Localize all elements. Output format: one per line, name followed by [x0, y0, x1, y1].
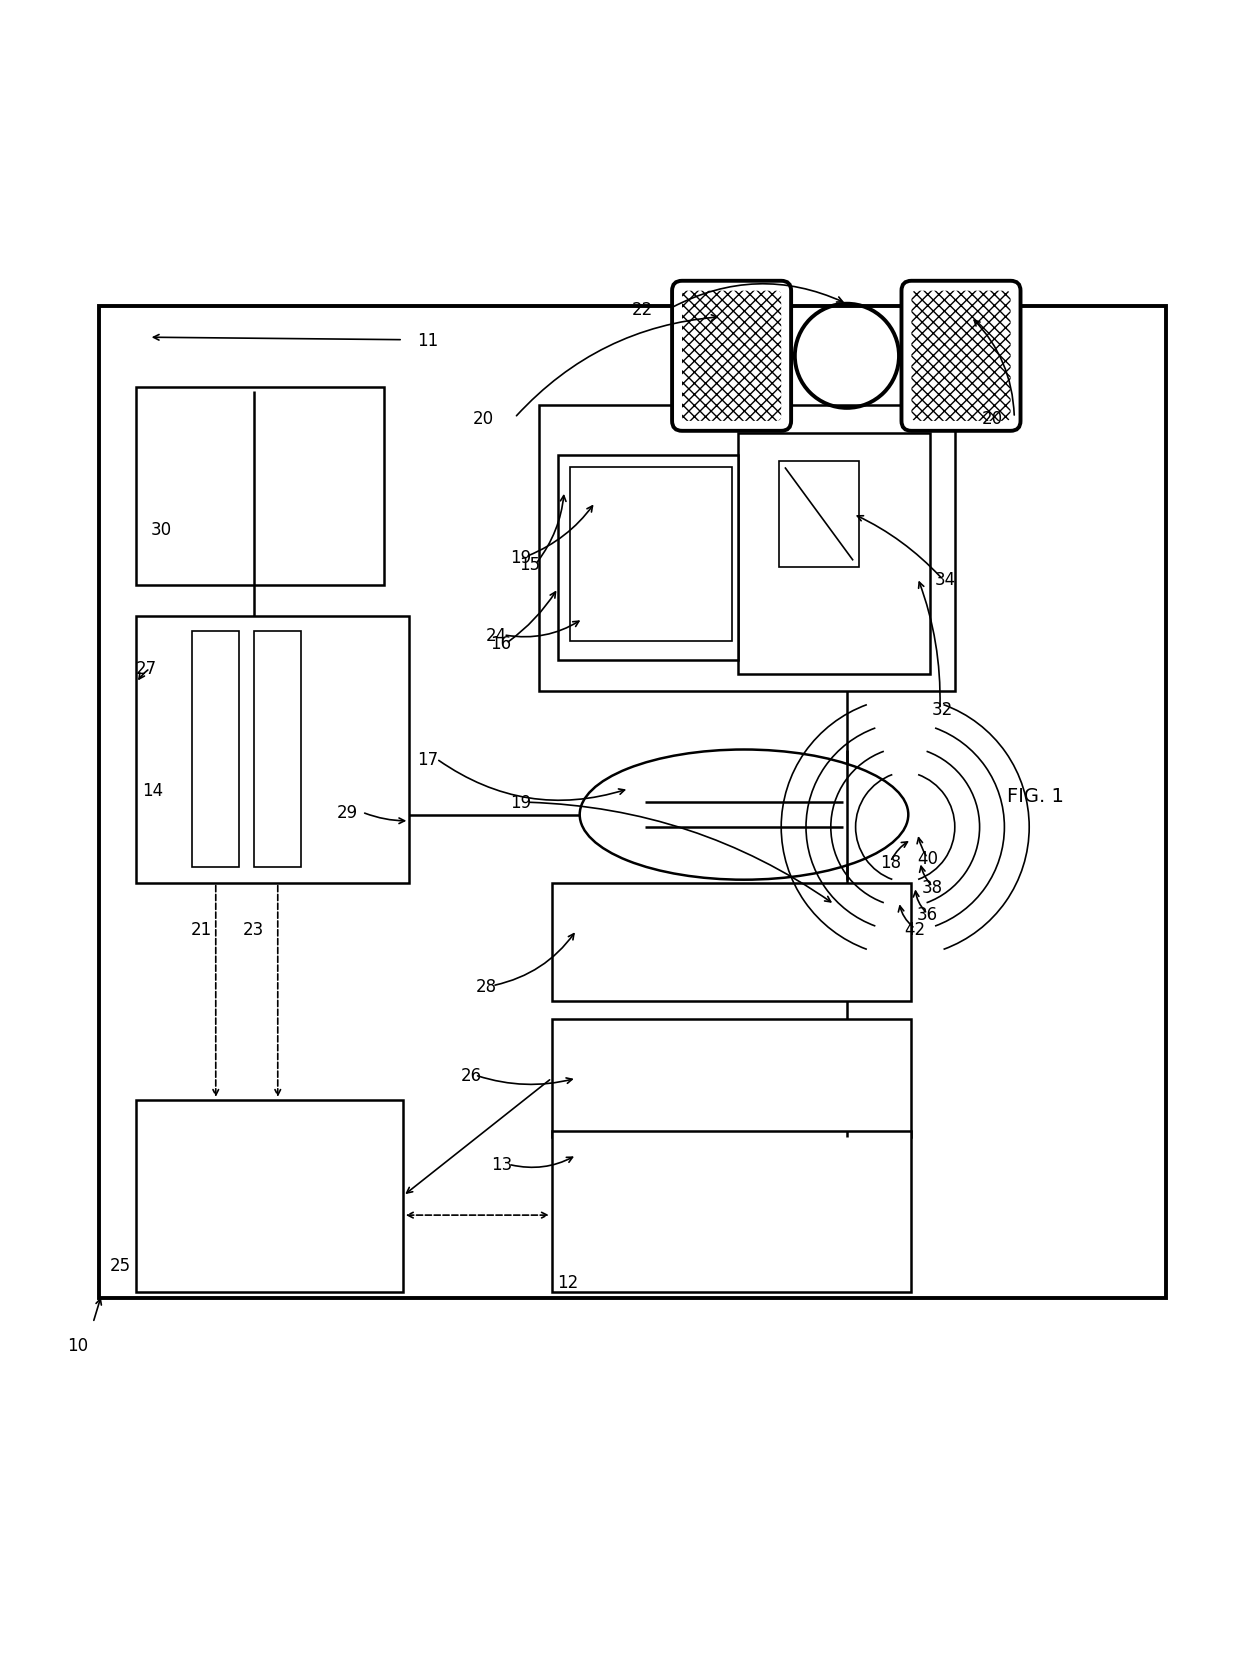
FancyBboxPatch shape — [192, 632, 239, 867]
Text: FIG. 1: FIG. 1 — [1007, 788, 1064, 806]
FancyBboxPatch shape — [552, 1019, 911, 1137]
Text: 30: 30 — [150, 521, 172, 540]
Text: 14: 14 — [141, 781, 164, 799]
Text: 21: 21 — [190, 920, 212, 938]
Text: 42: 42 — [904, 920, 926, 938]
Text: 26: 26 — [460, 1066, 482, 1084]
FancyBboxPatch shape — [254, 632, 301, 867]
Text: 16: 16 — [490, 636, 512, 654]
FancyBboxPatch shape — [833, 409, 861, 435]
Text: 12: 12 — [557, 1273, 579, 1291]
Text: 34: 34 — [934, 571, 956, 589]
Text: 20: 20 — [472, 409, 495, 427]
FancyBboxPatch shape — [99, 308, 1166, 1299]
FancyBboxPatch shape — [779, 462, 859, 568]
Text: 22: 22 — [631, 301, 653, 318]
Text: 15: 15 — [518, 556, 541, 574]
Text: 32: 32 — [931, 700, 954, 718]
Text: 25: 25 — [109, 1256, 131, 1274]
FancyBboxPatch shape — [570, 468, 732, 642]
FancyBboxPatch shape — [552, 1130, 911, 1293]
Text: 38: 38 — [921, 879, 944, 895]
Text: 28: 28 — [475, 976, 497, 995]
Text: 19: 19 — [510, 548, 532, 566]
Text: 24: 24 — [485, 627, 507, 644]
Text: 36: 36 — [916, 905, 939, 923]
FancyBboxPatch shape — [136, 387, 384, 586]
Text: 18: 18 — [879, 854, 901, 871]
FancyBboxPatch shape — [136, 617, 409, 884]
Text: 29: 29 — [336, 804, 358, 821]
Text: 23: 23 — [242, 920, 264, 938]
FancyBboxPatch shape — [901, 281, 1021, 432]
FancyBboxPatch shape — [136, 1101, 403, 1293]
Text: 27: 27 — [135, 660, 157, 679]
Text: 17: 17 — [417, 750, 439, 768]
FancyBboxPatch shape — [558, 455, 738, 660]
Text: 13: 13 — [491, 1155, 513, 1173]
FancyBboxPatch shape — [552, 884, 911, 1001]
Text: 19: 19 — [510, 794, 532, 811]
FancyBboxPatch shape — [539, 405, 955, 692]
Text: 20: 20 — [981, 409, 1003, 427]
Text: 40: 40 — [918, 849, 937, 867]
FancyBboxPatch shape — [672, 281, 791, 432]
FancyBboxPatch shape — [738, 434, 930, 675]
Text: 10: 10 — [67, 1337, 89, 1354]
Ellipse shape — [580, 750, 908, 880]
Text: 11: 11 — [417, 331, 439, 349]
